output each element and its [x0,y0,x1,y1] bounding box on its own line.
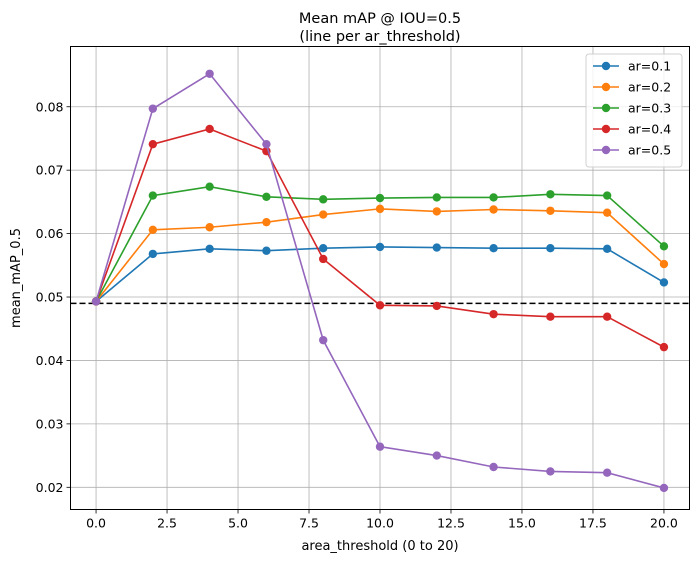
x-tick-label: 2.5 [157,516,177,531]
y-tick-label: 0.06 [36,226,64,241]
data-point [546,190,555,199]
x-tick-label: 10.0 [366,516,394,531]
data-point [432,451,441,460]
legend-item: ar=0.1 [593,59,671,74]
data-point [205,182,214,191]
y-tick-label: 0.08 [36,99,64,114]
legend-label: ar=0.5 [628,143,671,158]
legend-label: ar=0.2 [628,80,671,95]
data-point [489,243,498,253]
x-axis-label: area_threshold (0 to 20) [301,539,458,554]
legend-swatch-marker [601,103,611,113]
data-point [375,193,385,203]
data-point [148,249,158,259]
legend-label: ar=0.4 [628,122,671,137]
legend-item: ar=0.5 [593,143,671,158]
plot-frame [70,46,690,510]
data-point [205,124,214,134]
legend-label: ar=0.3 [628,101,671,116]
data-point [659,342,669,352]
data-point [602,312,612,321]
data-point [659,242,669,251]
data-point [91,297,101,306]
data-point [602,468,612,477]
data-point [148,139,158,149]
legend: ar=0.1 ar=0.2 ar=0.3 ar=0.4 ar=0.5 [585,53,683,168]
data-point [319,210,328,219]
legend-item: ar=0.3 [593,101,671,116]
data-point [546,312,555,321]
data-point [659,259,669,269]
legend-swatch-marker [601,145,611,155]
legend-swatch-marker [601,61,611,71]
x-tick-label: 12.5 [437,516,465,531]
data-point [205,69,214,78]
data-point [546,206,555,215]
series-ar=0.5 [91,69,669,493]
x-tick-label: 15.0 [508,516,536,531]
grid-lines [70,46,690,510]
data-point [546,243,555,253]
legend-label: ar=0.1 [628,59,671,74]
legend-swatch-marker [601,82,611,92]
legend-item: ar=0.4 [593,122,671,137]
data-point [432,193,441,202]
data-point [489,462,498,472]
data-point [319,195,328,204]
data-point [375,442,385,451]
x-axis-ticks: 0.0 2.5 5.0 7.5 10.0 12.5 15.0 17.5 20.0 [86,509,678,531]
data-point [375,301,385,310]
data-point [602,208,612,217]
legend-item: ar=0.2 [593,80,671,95]
y-tick-label: 0.02 [36,480,64,495]
data-point [262,246,271,255]
data-point [432,301,441,311]
data-point [489,309,498,319]
y-tick-label: 0.04 [36,353,64,368]
data-point [432,207,441,216]
legend-swatch-marker [601,124,611,134]
y-axis-ticks: 0.02 0.03 0.04 0.05 0.06 0.07 0.08 [36,99,71,495]
data-point [262,192,271,202]
series-ar=0.4 [91,124,669,352]
series-ar=0.3 [91,182,669,306]
data-point [602,244,612,254]
series-ar=0.2 [91,204,669,306]
data-point [602,191,612,200]
data-point [148,104,158,113]
data-point [546,467,555,476]
data-point [205,244,214,254]
data-point [432,243,441,252]
y-tick-label: 0.05 [36,290,64,305]
data-point [659,278,669,287]
data-point [205,223,214,232]
x-tick-label: 0.0 [86,516,106,531]
x-tick-label: 20.0 [650,516,678,531]
y-axis-label: mean_mAP_0.5 [9,228,24,328]
chart-subtitle: (line per ar_threshold) [299,29,460,45]
series-ar=0.1 [91,242,669,306]
data-point [489,193,498,202]
series-group [91,69,669,493]
data-point [319,254,328,264]
legend-box [585,53,683,168]
data-point [375,242,385,252]
y-tick-label: 0.07 [36,163,64,178]
data-point [148,191,158,200]
chart-title: Mean mAP @ IOU=0.5 [299,11,461,27]
data-point [659,483,669,493]
x-tick-label: 17.5 [579,516,607,531]
x-tick-label: 5.0 [228,516,248,531]
data-point [319,335,328,345]
data-point [148,225,158,234]
data-point [262,217,271,227]
y-tick-label: 0.03 [36,416,64,431]
data-point [262,139,271,149]
data-point [489,205,498,214]
data-point [319,243,328,253]
x-tick-label: 7.5 [299,516,319,531]
data-point [375,204,385,214]
